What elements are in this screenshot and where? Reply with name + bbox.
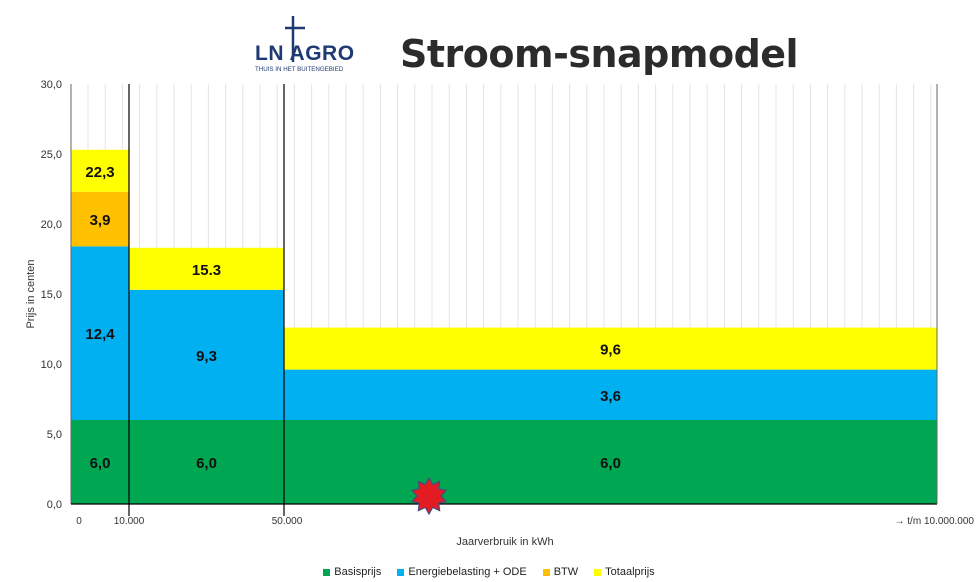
- bar-segments: [71, 149, 937, 504]
- legend-item-totaal: Totaalprijs: [594, 566, 655, 578]
- legend-swatch: [594, 568, 602, 576]
- chart-title: Stroom-snapmodel: [400, 32, 799, 76]
- data-labels: 6,0 12,4 3,9 22,3 6,0 9,3 15.3 6,0 3,6 9,6: [85, 164, 621, 472]
- x-tick-label: 0: [76, 516, 82, 527]
- data-label: 22,3: [85, 164, 114, 181]
- bar-segment-totaal: [284, 327, 937, 370]
- x-axis-label: Jaarverbruik in kWh: [456, 536, 553, 548]
- data-label: 6,0: [90, 455, 111, 472]
- y-tick-label: 5,0: [47, 429, 62, 441]
- data-label: 6,0: [196, 455, 217, 472]
- bar-segment-energie: [71, 246, 129, 420]
- legend-item-basis: Basisprijs: [323, 566, 381, 578]
- y-tick-label: 20,0: [41, 219, 62, 231]
- bar-segment-energie: [129, 289, 284, 420]
- y-tick-label: 0,0: [47, 499, 62, 511]
- legend-label: Totaalprijs: [605, 566, 655, 578]
- stacked-step-chart: 0,0 5,0 10,0 15,0 20,0 25,0 30,0 0 10.000 50.000 →…: [25, 79, 974, 548]
- legend-item-energie: Energiebelasting + ODE: [397, 566, 527, 578]
- bar-segment-btw: [71, 191, 129, 247]
- logo-wordmark: LN AGRO: [255, 42, 355, 65]
- ln-agro-logo: LN AGRO THUIS IN HET BUITENGEBIED: [255, 14, 367, 78]
- legend-label: BTW: [553, 566, 579, 578]
- legend-label: Basisprijs: [334, 566, 382, 578]
- y-axis-label: Prijs in centen: [25, 259, 37, 328]
- logo-cross-icon: [285, 16, 305, 62]
- legend-item-btw: BTW: [542, 566, 579, 578]
- bar-segment-totaal: [71, 149, 129, 192]
- y-tick-label: 10,0: [41, 359, 62, 371]
- bar-segment-basis: [284, 420, 937, 504]
- data-label: 3,6: [600, 388, 621, 405]
- star-icon: [410, 476, 448, 516]
- x-tick-label: 10.000: [114, 516, 145, 527]
- data-label: 6,0: [600, 455, 621, 472]
- legend-swatch: [397, 568, 405, 576]
- tier-dividers: [128, 84, 285, 516]
- x-tick-label: 50.000: [272, 516, 303, 527]
- bar-segment-basis: [129, 420, 284, 504]
- data-label: 9,6: [600, 342, 621, 359]
- legend-swatch: [542, 568, 550, 576]
- x-tick-label: → t/m 10.000.000: [895, 516, 975, 527]
- marker-star: [410, 476, 448, 516]
- bar-segment-totaal: [129, 247, 284, 290]
- bar-segment-basis: [71, 420, 129, 504]
- logo-tagline: THUIS IN HET BUITENGEBIED: [255, 66, 344, 73]
- data-label: 15.3: [192, 262, 221, 279]
- y-tick-label: 15,0: [41, 289, 62, 301]
- data-label: 12,4: [85, 326, 115, 343]
- axes: 0,0 5,0 10,0 15,0 20,0 25,0 30,0 0 10.000 50.000 →…: [25, 79, 974, 548]
- data-label: 3,9: [90, 212, 111, 229]
- data-label: 9,3: [196, 348, 217, 365]
- y-tick-label: 25,0: [41, 149, 62, 161]
- chart-legend: Basisprijs Energiebelasting + ODE BTW Totaa…: [0, 566, 978, 578]
- y-tick-label: 30,0: [41, 79, 62, 91]
- legend-swatch: [323, 568, 331, 576]
- legend-label: Energiebelasting + ODE: [408, 566, 527, 578]
- bar-segment-energie: [284, 369, 937, 420]
